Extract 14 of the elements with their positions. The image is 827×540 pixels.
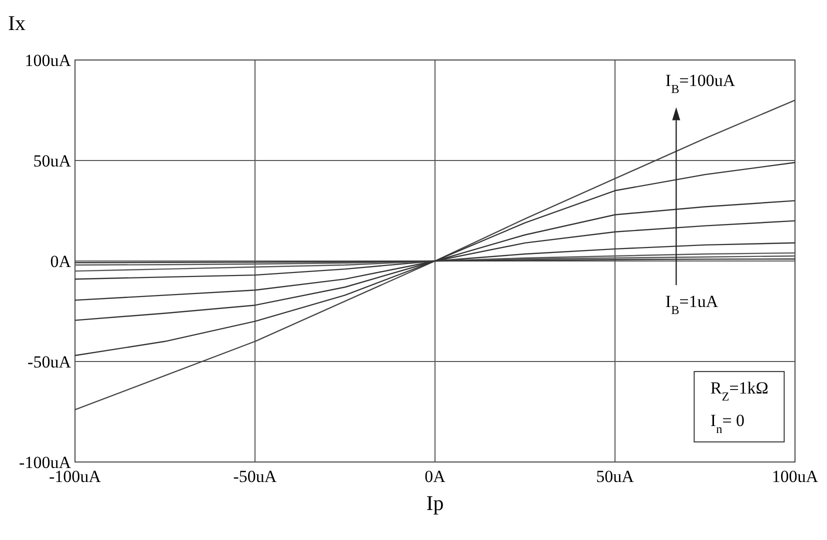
y-axis-title: Ix xyxy=(8,11,26,35)
x-tick-label: 50uA xyxy=(596,467,635,486)
x-tick-label: -50uA xyxy=(233,467,278,486)
annotation: I$_{n}$= 0 xyxy=(710,410,745,436)
annotation: R$_{Z}$=1kΩ xyxy=(710,378,768,404)
y-tick-label: 0A xyxy=(50,252,72,271)
x-tick-label: 100uA xyxy=(772,467,819,486)
annotation: I$_{B}$=100uA xyxy=(665,71,736,96)
y-tick-label: -50uA xyxy=(28,352,72,372)
x-axis-title: Ip xyxy=(426,491,444,515)
x-tick-label: 0A xyxy=(424,467,446,486)
y-tick-label: 50uA xyxy=(33,152,72,170)
annotation: I$_{B}$=1uA xyxy=(665,292,719,318)
y-tick-label: 100uA xyxy=(24,51,72,70)
